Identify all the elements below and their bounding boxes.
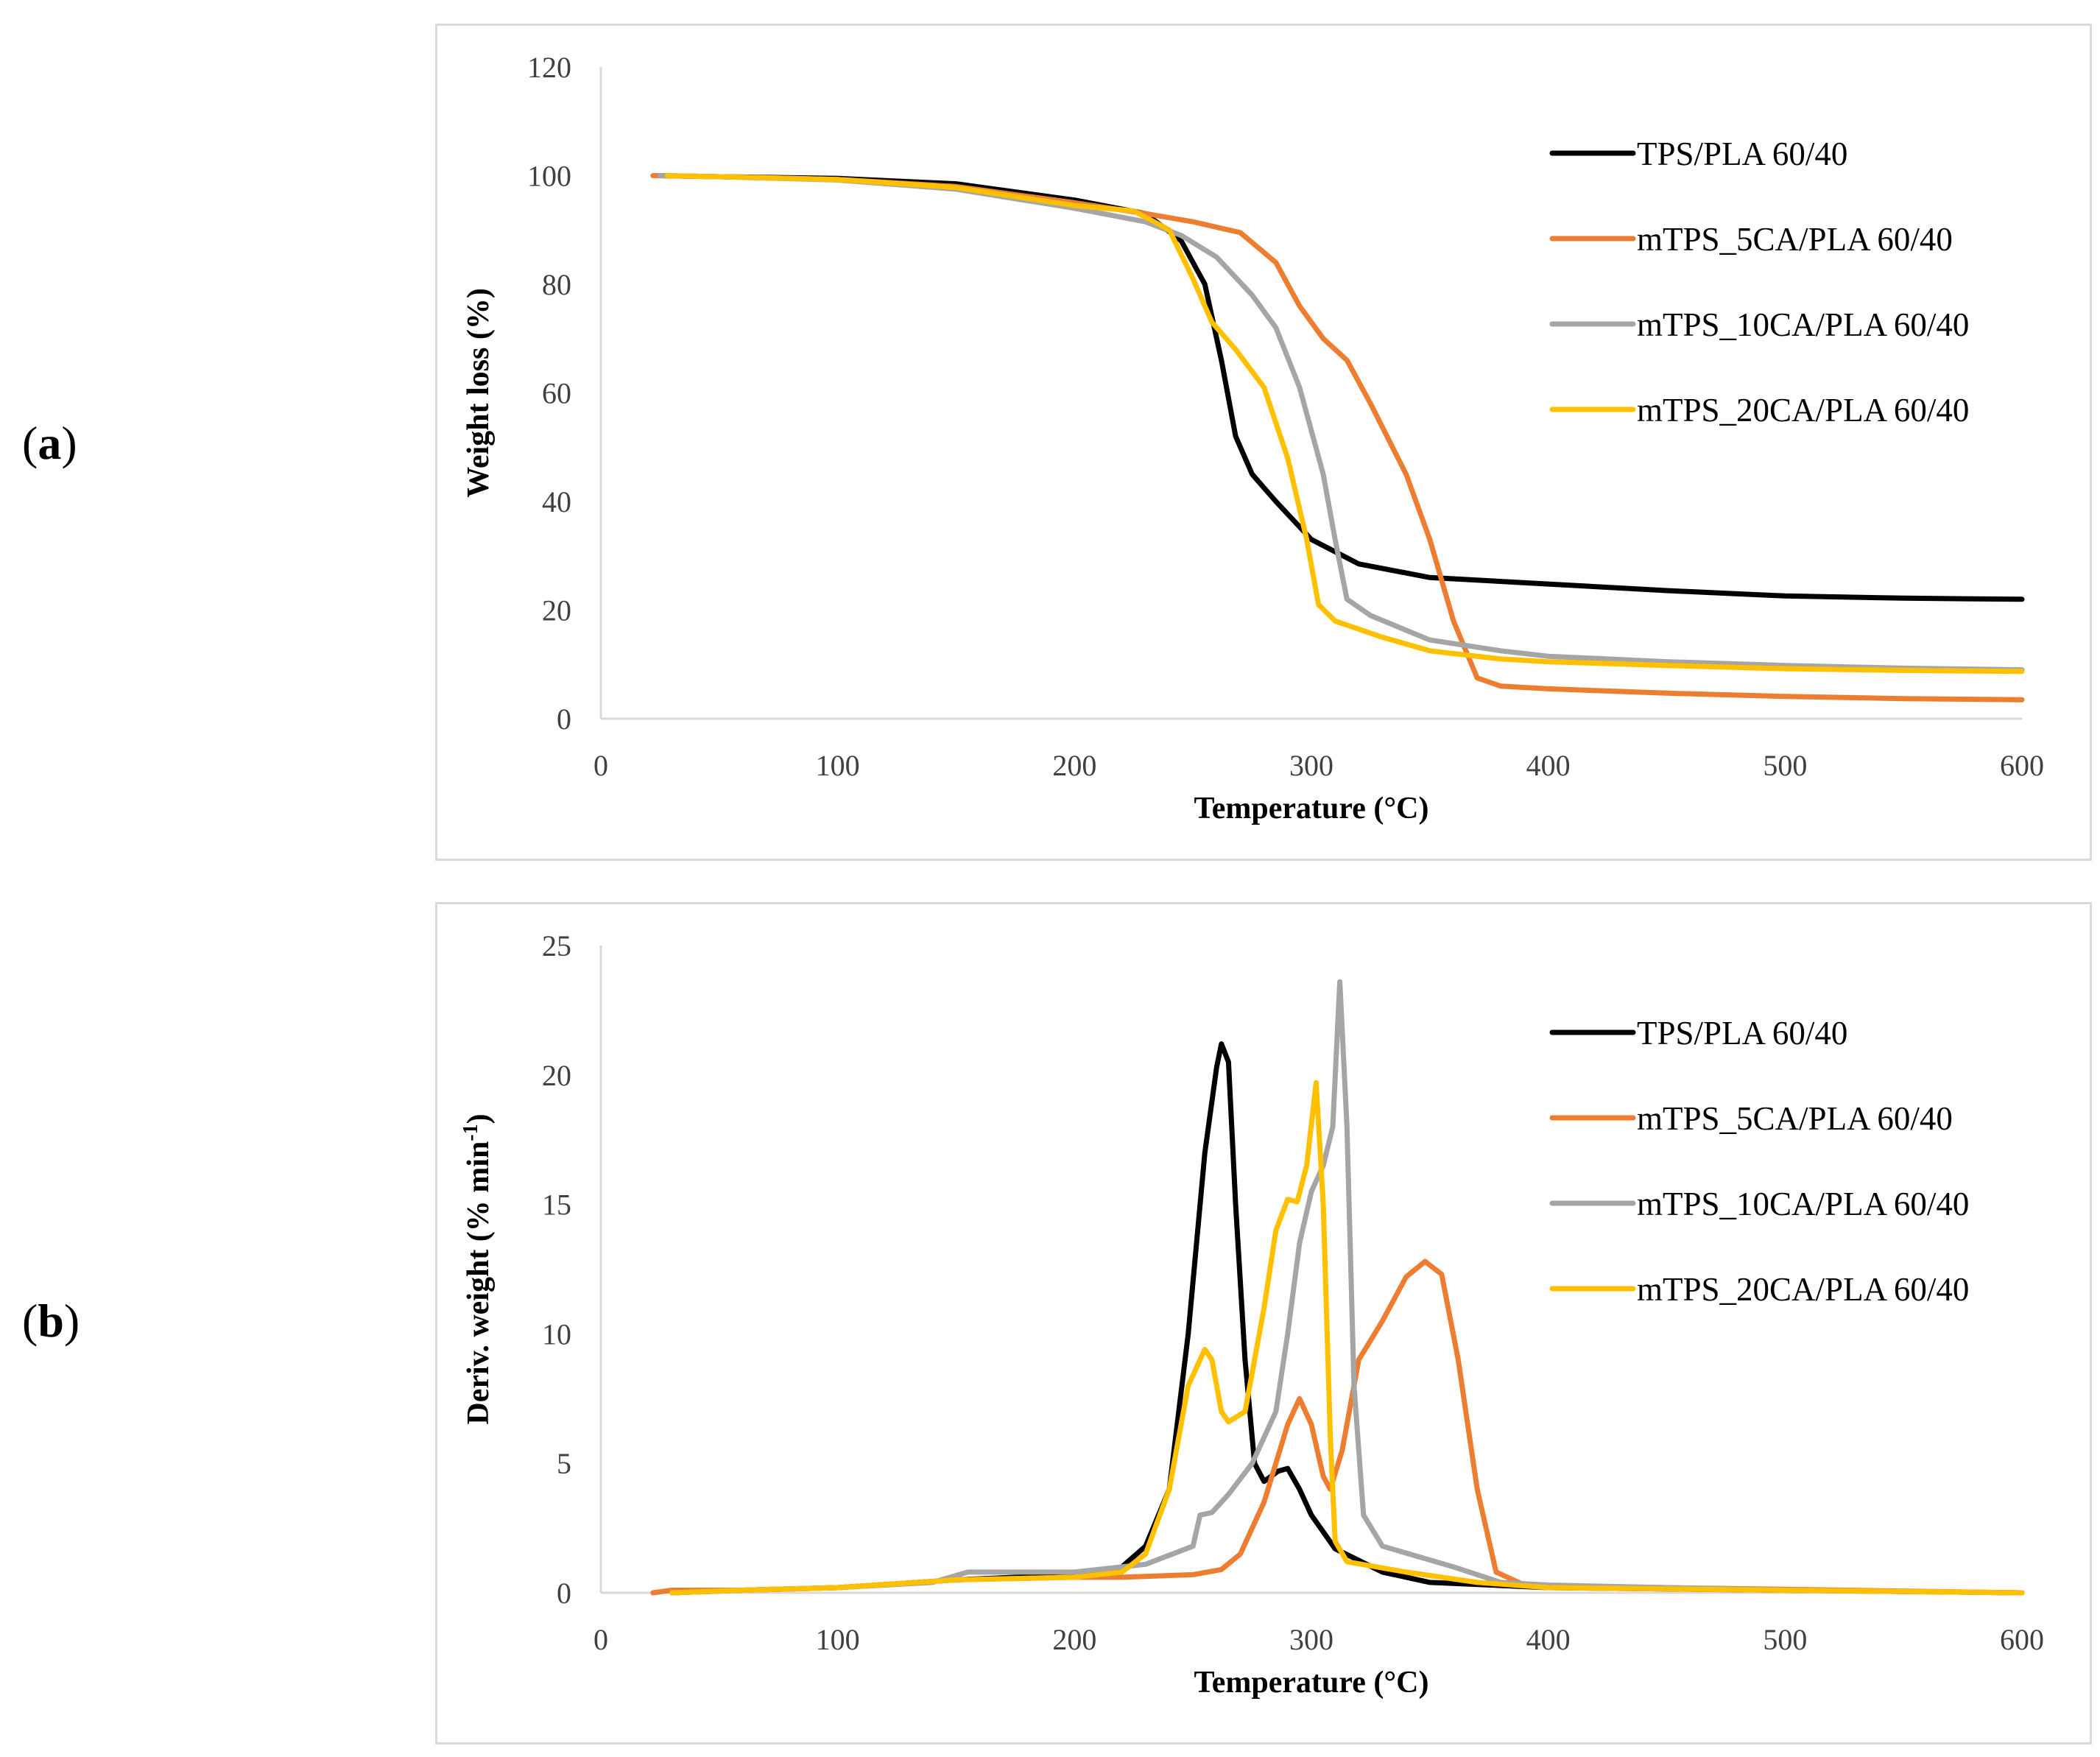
chart-b-series-4-line: [669, 1080, 2025, 1596]
chart-a-y-tick-label: 120: [527, 51, 571, 84]
chart-a-y-tick-label: 0: [557, 703, 571, 736]
panel-label-a: (a): [22, 417, 77, 469]
chart-a-legend-label: mTPS_5CA/PLA 60/40: [1637, 221, 1953, 258]
chart-b-y-axis-title-sup: -1: [459, 1124, 482, 1141]
panel-label-b: (b): [22, 1295, 80, 1347]
chart-a-y-axis-title: Weight loss (%): [462, 288, 496, 498]
chart-b-x-tick-label: 200: [1052, 1623, 1096, 1656]
chart-a-x-tick-label: 400: [1526, 749, 1571, 782]
chart-b-x-tick-label: 0: [593, 1623, 608, 1656]
chart-b-x-tick-label: 400: [1526, 1623, 1571, 1656]
chart-a-series-4-line: [664, 173, 2025, 675]
chart-b-y-tick-label: 5: [557, 1447, 571, 1480]
chart-b-x-tick-label: 600: [2000, 1623, 2044, 1656]
chart-a: 0 20 40 60 80 100 120 0 100 200 300 400 500 600 TPS/…: [462, 51, 2044, 825]
chart-a-x-tick-label: 0: [593, 749, 608, 782]
chart-a-y-tick-label: 100: [527, 160, 571, 193]
chart-a-y-tick-label: 40: [542, 485, 571, 518]
chart-a-y-tick-label: 20: [542, 594, 571, 627]
chart-a-y-tick-label: 60: [542, 377, 571, 410]
chart-b-y-tick-label: 25: [542, 929, 571, 962]
chart-a-legend-label: mTPS_10CA/PLA 60/40: [1637, 306, 1969, 343]
chart-a-x-tick-label: 300: [1289, 749, 1333, 782]
chart-b-y-axis-title-main: Deriv. weight (% min: [462, 1141, 496, 1425]
chart-a-legend-label: TPS/PLA 60/40: [1637, 135, 1847, 172]
chart-a-legend-label: mTPS_20CA/PLA 60/40: [1637, 392, 1969, 429]
chart-b-frame: 0 5 10 15 20 25 0 100 200 300 400 500 600 TPS/PLA 6…: [435, 902, 2092, 1744]
chart-a-x-tick-label: 100: [816, 749, 860, 782]
chart-b-y-tick-label: 0: [557, 1577, 571, 1610]
chart-b-legend-label: TPS/PLA 60/40: [1637, 1015, 1847, 1052]
chart-b-x-tick-label: 500: [1763, 1623, 1807, 1656]
chart-b-series-3-line: [669, 979, 2025, 1596]
chart-b-y-tick-label: 10: [542, 1317, 571, 1351]
chart-a-x-tick-label: 600: [2000, 749, 2044, 782]
chart-b-y-axis-title-close: ): [462, 1113, 496, 1124]
chart-b-legend-label: mTPS_5CA/PLA 60/40: [1637, 1100, 1953, 1137]
chart-a-x-tick-label: 200: [1052, 749, 1096, 782]
chart-b-x-tick-label: 300: [1289, 1623, 1333, 1656]
chart-b-y-axis-title: Deriv. weight (% min-1): [459, 1113, 496, 1424]
chart-b-y-tick-label: 20: [542, 1059, 571, 1092]
chart-b-x-tick-label: 100: [816, 1623, 860, 1656]
chart-a-x-tick-label: 500: [1763, 749, 1807, 782]
chart-a-frame: 0 20 40 60 80 100 120 0 100 200 300 400 500 600 TPS/…: [435, 24, 2092, 861]
chart-b: 0 5 10 15 20 25 0 100 200 300 400 500 600 TPS/PLA 6…: [459, 929, 2045, 1700]
chart-b-x-axis-title: Temperature (°C): [1194, 1666, 1429, 1700]
chart-b-legend-label: mTPS_20CA/PLA 60/40: [1637, 1271, 1969, 1308]
chart-a-x-axis-title: Temperature (°C): [1194, 792, 1429, 825]
chart-b-legend-label: mTPS_10CA/PLA 60/40: [1637, 1186, 1969, 1222]
chart-a-series-1-line: [657, 173, 2025, 602]
chart-b-y-tick-label: 15: [542, 1189, 571, 1222]
chart-a-y-tick-label: 80: [542, 268, 571, 301]
